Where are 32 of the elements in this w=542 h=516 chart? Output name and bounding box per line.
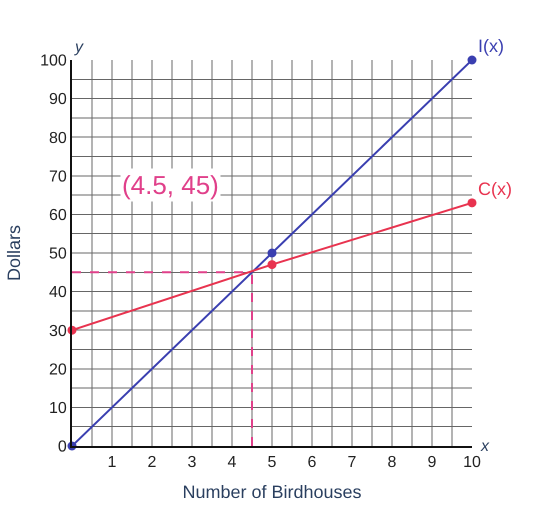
x-axis-title: Number of Birdhouses: [182, 482, 362, 502]
y-tick-label: 70: [49, 168, 67, 186]
x-tick-label: 6: [308, 454, 317, 472]
x-tick-label: 1: [108, 454, 117, 472]
x-tick-label: 4: [228, 454, 237, 472]
text: x: [480, 438, 490, 455]
y-tick-label: 100: [40, 52, 67, 70]
x-tick-label: 8: [388, 454, 397, 472]
point: [268, 260, 276, 270]
point: [468, 198, 476, 208]
point: [468, 56, 476, 64]
y-tick-label: 80: [49, 130, 67, 147]
y-axis-title: Dollars: [4, 224, 24, 282]
y-tick-label: 10: [49, 400, 67, 417]
text: y: [74, 39, 84, 56]
series-label: I(x): [478, 36, 504, 56]
x-tick-label: 3: [188, 454, 197, 472]
x-tick-label: 9: [428, 454, 437, 472]
x-tick-label: 5: [268, 454, 277, 472]
annotation: (4.5, 45): [122, 170, 219, 200]
y-tick-label: 90: [49, 91, 67, 108]
y-tick-label: 40: [49, 284, 67, 302]
x-tick-label: 7: [348, 454, 357, 472]
y-tick-label: 20: [49, 361, 67, 378]
x-tick-label: 2: [148, 454, 157, 472]
y-tick-label: 50: [49, 246, 67, 263]
y-tick-label: 0: [58, 438, 67, 456]
series-label: C(x): [478, 179, 512, 199]
y-tick-label: 30: [49, 322, 67, 340]
x-tick-label: 10: [463, 454, 481, 472]
point: [268, 248, 276, 258]
y-tick-label: 60: [49, 207, 67, 224]
